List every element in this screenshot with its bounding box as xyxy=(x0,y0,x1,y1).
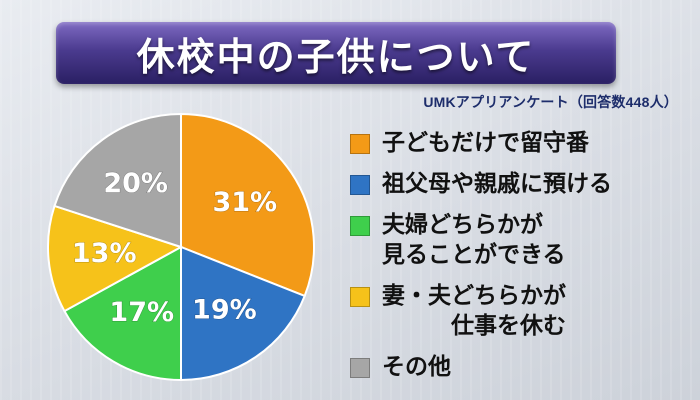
legend: 子どもだけで留守番 祖父母や親戚に預ける 夫婦どちらかが 見ることができる 妻・… xyxy=(350,128,690,393)
legend-label-take-leave-line1: 妻・夫どちらかが xyxy=(382,283,566,309)
legend-label-take-leave: 妻・夫どちらかが 仕事を休む xyxy=(382,281,566,341)
legend-label-take-leave-line2: 仕事を休む xyxy=(451,313,566,339)
chart-title: 休校中の子供について xyxy=(136,33,536,79)
legend-label-either-parent-line2: 見ることができる xyxy=(382,242,566,268)
pie-slice-either-parent-value-label: 17% xyxy=(109,297,174,328)
legend-label-grandparents: 祖父母や親戚に預ける xyxy=(382,171,612,197)
pie-chart: 31% 19% 17% 13% 20% xyxy=(47,112,315,382)
legend-label-other: その他 xyxy=(382,354,451,380)
pie-slice-grandparents-value-label: 19% xyxy=(192,294,257,325)
pie-slice-take-leave-value-label: 13% xyxy=(72,238,137,269)
legend-swatch-other xyxy=(350,358,370,378)
legend-item-take-leave: 妻・夫どちらかが 仕事を休む xyxy=(350,281,690,341)
legend-swatch-grandparents xyxy=(350,175,370,195)
legend-swatch-take-leave xyxy=(350,287,370,307)
legend-label-either-parent: 夫婦どちらかが 見ることができる xyxy=(382,210,566,270)
legend-item-alone: 子どもだけで留守番 xyxy=(350,128,690,158)
legend-item-grandparents: 祖父母や親戚に預ける xyxy=(350,169,690,199)
legend-label-alone: 子どもだけで留守番 xyxy=(382,130,589,156)
legend-item-either-parent: 夫婦どちらかが 見ることができる xyxy=(350,210,690,270)
pie-slice-other-value-label: 20% xyxy=(103,168,168,199)
legend-swatch-either-parent xyxy=(350,216,370,236)
pie-slice-either-parent xyxy=(63,245,182,382)
pie-slice-other xyxy=(53,112,182,249)
pie-slice-alone xyxy=(180,112,315,298)
pie-slice-grandparents xyxy=(180,245,306,382)
pie-slice-take-leave xyxy=(47,204,184,313)
title-banner: 休校中の子供について xyxy=(56,22,616,84)
pie-slice-alone-value-label: 31% xyxy=(212,187,277,218)
legend-swatch-alone xyxy=(350,134,370,154)
legend-label-either-parent-line1: 夫婦どちらかが xyxy=(382,212,543,238)
chart-subtitle: UMKアプリアンケート（回答数448人） xyxy=(423,94,678,110)
legend-item-other: その他 xyxy=(350,352,690,382)
